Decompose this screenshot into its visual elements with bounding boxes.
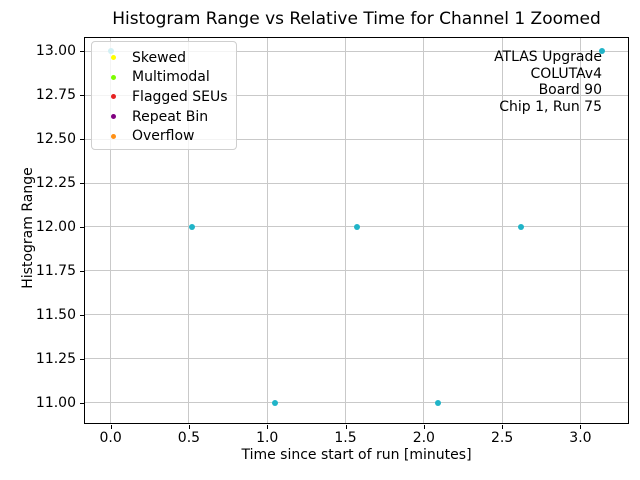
data-point <box>353 223 360 230</box>
y-tick-mark <box>80 95 84 97</box>
y-tick-mark <box>80 314 84 316</box>
y-tick-label: 12.50 <box>35 131 76 148</box>
data-point <box>599 48 606 55</box>
data-point <box>189 223 196 230</box>
y-tick-label: 12.00 <box>35 218 76 235</box>
data-point <box>434 399 441 406</box>
y-tick-label: 11.75 <box>35 262 76 279</box>
y-tick-mark <box>80 402 84 404</box>
y-gridline <box>84 94 629 96</box>
y-tick-label: 11.50 <box>35 306 76 323</box>
legend-marker-icon <box>111 55 116 61</box>
y-tick-label: 13.00 <box>35 43 76 60</box>
legend-marker-icon <box>111 74 116 80</box>
y-tick-label: 12.25 <box>35 175 76 191</box>
y-tick-mark <box>80 226 84 228</box>
x-gridline <box>501 37 503 424</box>
y-gridline <box>84 402 629 404</box>
y-tick-mark <box>80 183 84 184</box>
x-tick-label: 0.0 <box>99 430 122 446</box>
legend-marker-icon <box>111 94 116 100</box>
y-axis-label: Histogram Range <box>20 167 36 289</box>
annotation-line: ATLAS Upgrade <box>494 49 602 65</box>
x-tick-mark <box>345 425 347 429</box>
legend-item-label: Multimodal <box>132 69 210 86</box>
y-tick-label: 11.00 <box>35 394 76 411</box>
x-tick-label: 1.5 <box>334 430 357 446</box>
y-tick-mark <box>80 358 84 360</box>
y-tick-label: 11.25 <box>35 350 76 367</box>
legend-item: Repeat Bin <box>92 107 236 127</box>
x-gridline <box>345 37 347 424</box>
x-tick-label: 0.5 <box>177 430 201 446</box>
annotation-line: COLUTAv4 <box>530 65 602 82</box>
x-tick-mark <box>267 425 269 429</box>
legend-item-label: Overflow <box>132 128 195 145</box>
legend-marker-icon <box>111 114 116 120</box>
legend-item: Flagged SEUs <box>92 87 236 107</box>
y-tick-label: 12.75 <box>35 87 76 104</box>
legend-items: Skewed Multimodal Flagged SEUs Repeat Bin Ov… <box>92 48 236 146</box>
x-gridline <box>266 37 268 424</box>
x-tick-mark <box>502 425 504 429</box>
legend-item: Multimodal <box>92 68 236 88</box>
y-gridline <box>84 270 629 272</box>
y-gridline <box>84 138 629 140</box>
data-point <box>517 223 524 230</box>
x-tick-mark <box>580 425 582 429</box>
legend-item-label: Flagged SEUs <box>132 88 228 105</box>
y-gridline <box>84 358 629 360</box>
y-gridline <box>84 50 629 52</box>
y-tick-mark <box>80 139 84 141</box>
x-gridline <box>188 37 190 424</box>
plot-area: ATLAS Upgrade COLUTAv4 Board 90 Chip 1, Run… <box>84 37 629 424</box>
annotation-line: Board 90 <box>538 82 602 98</box>
annotation-line: Chip 1, Run 75 <box>499 98 602 115</box>
chart-title: Histogram Range vs Relative Time for Cha… <box>112 9 601 29</box>
x-axis-label: Time since start of run [minutes] <box>241 447 472 463</box>
annotation: ATLAS Upgrade COLUTAv4 Board 90 Chip 1, Run… <box>494 49 602 115</box>
x-tick-label: 1.0 <box>256 430 279 446</box>
x-tick-label: 2.0 <box>412 430 435 446</box>
x-gridline <box>579 37 581 424</box>
y-tick-mark <box>80 51 84 53</box>
legend-item: Overflow <box>92 126 236 146</box>
x-gridline <box>423 37 425 424</box>
legend-item-label: Skewed <box>132 49 187 66</box>
y-gridline <box>84 314 629 316</box>
y-tick-mark <box>80 270 84 272</box>
x-tick-label: 3.0 <box>569 430 592 446</box>
x-tick-mark <box>423 425 425 429</box>
x-tick-label: 2.5 <box>491 430 514 446</box>
y-gridline <box>84 182 629 184</box>
legend: Skewed Multimodal Flagged SEUs Repeat Bin Ov… <box>91 41 237 150</box>
legend-marker-icon <box>111 133 116 139</box>
x-tick-mark <box>188 425 190 429</box>
x-tick-mark <box>110 425 112 429</box>
legend-item-label: Repeat Bin <box>132 108 209 125</box>
x-gridline <box>110 37 112 424</box>
legend-item: Skewed <box>92 48 236 68</box>
data-point <box>272 399 279 406</box>
